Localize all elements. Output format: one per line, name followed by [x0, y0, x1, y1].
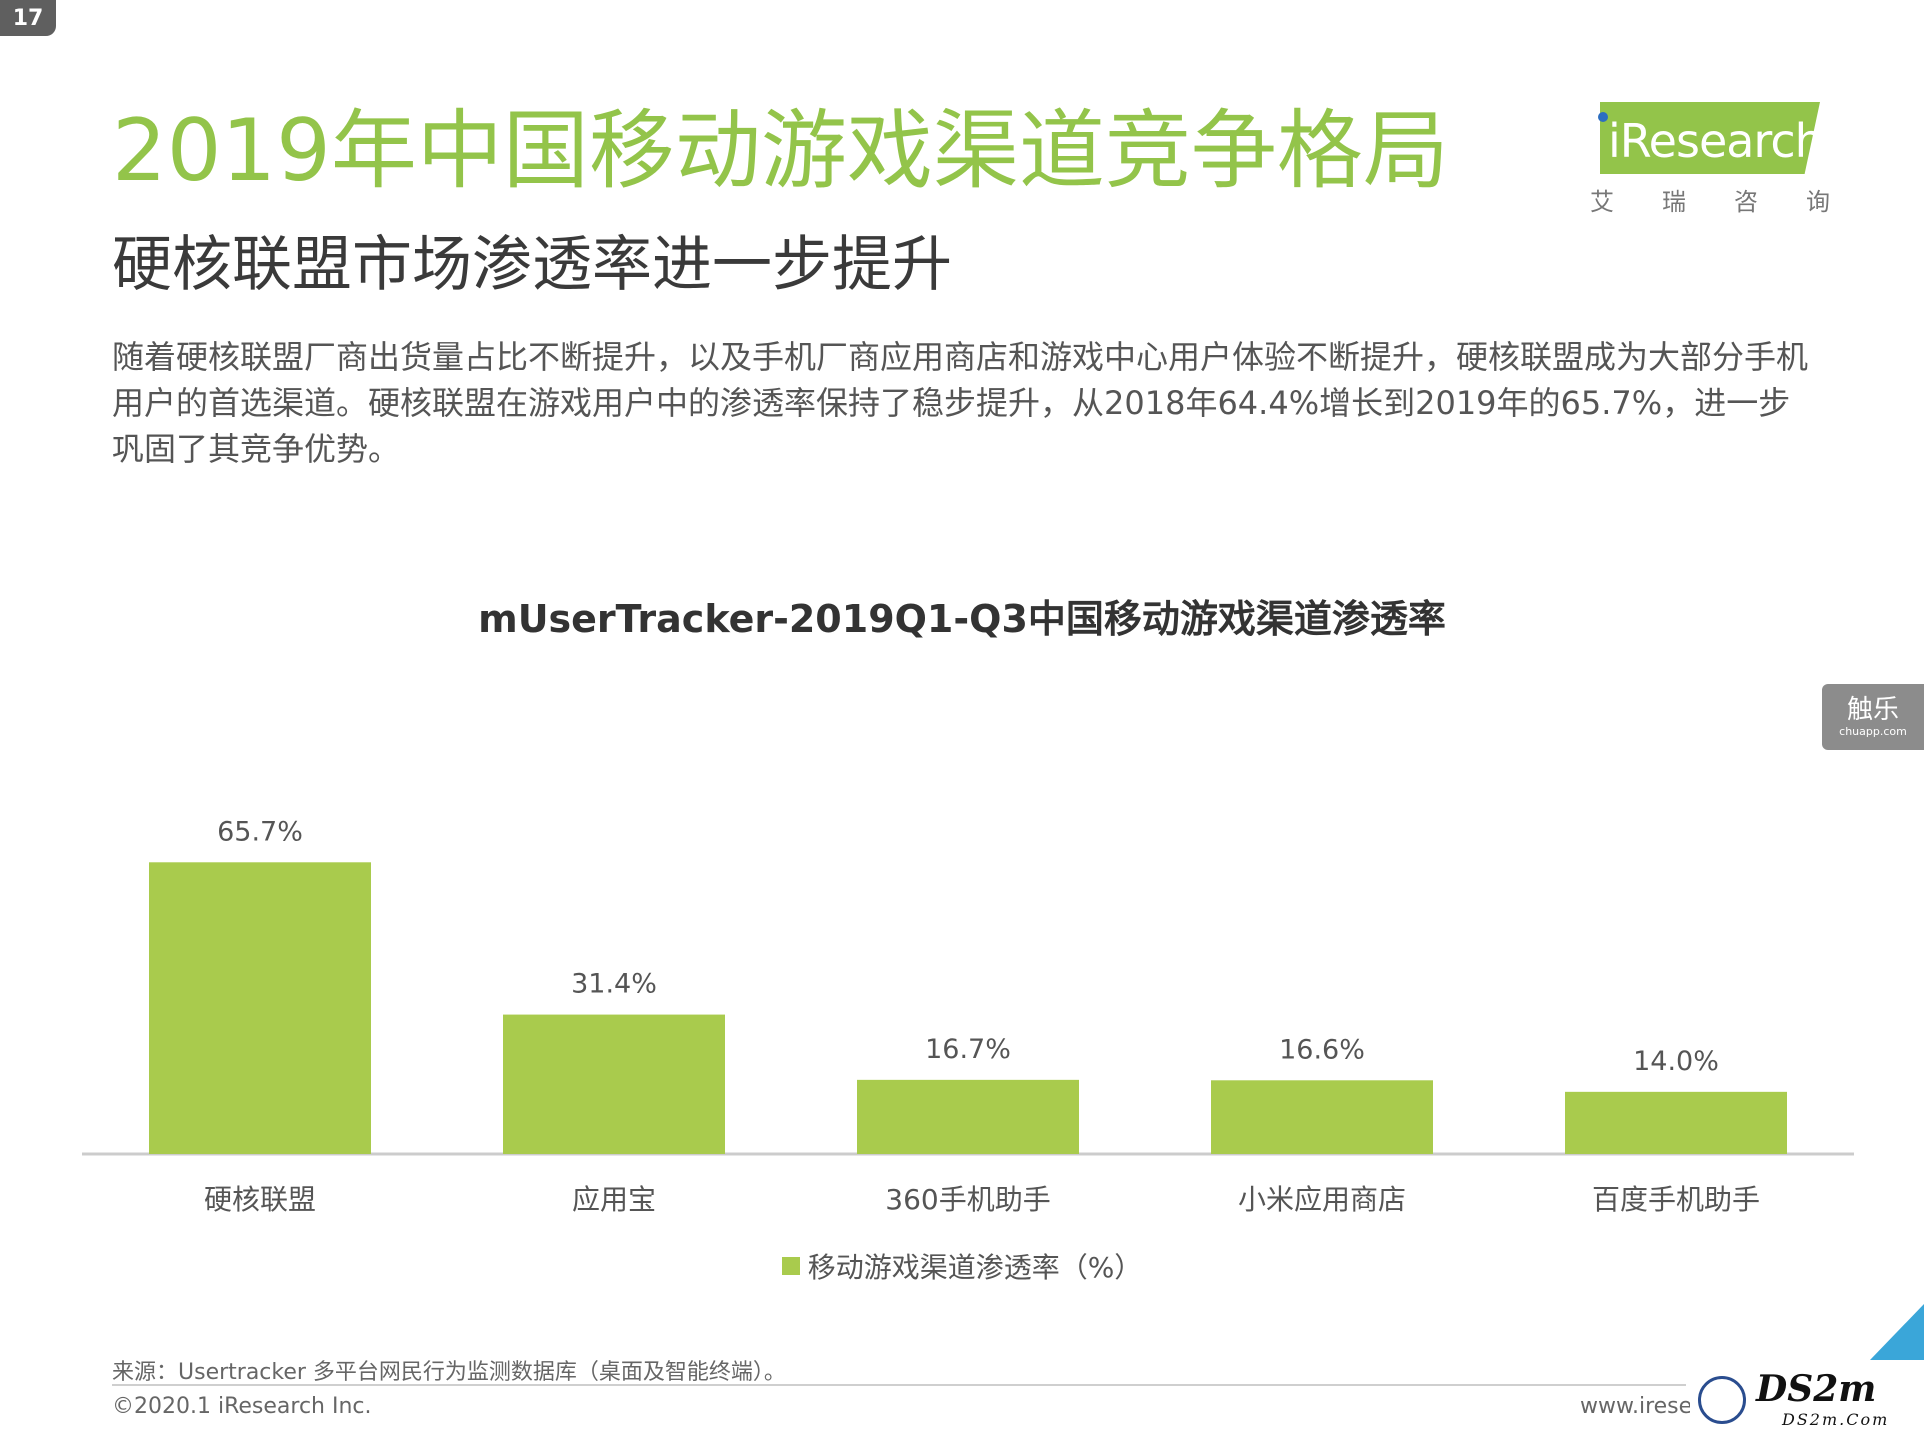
- bar: [1565, 1091, 1787, 1154]
- page-title: 2019年中国移动游戏渠道竞争格局: [112, 101, 1449, 201]
- bar: [1211, 1080, 1433, 1154]
- legend-label: 移动游戏渠道渗透率（%）: [807, 1251, 1143, 1284]
- bar: [503, 1014, 725, 1154]
- logo-i-dot: [1598, 112, 1608, 122]
- description-paragraph: 随着硬核联盟厂商出货量占比不断提升，以及手机厂商应用商店和游戏中心用户体验不断提…: [112, 338, 1809, 468]
- page-number: 17: [0, 0, 56, 36]
- watermark: DS2m DS2m.Com: [1690, 1362, 1924, 1434]
- x-tick-label: 小米应用商店: [1238, 1183, 1406, 1216]
- data-label: 14.0%: [1633, 1046, 1719, 1077]
- data-label: 65.7%: [217, 816, 303, 847]
- logo-text: iResearch: [1608, 114, 1824, 168]
- x-tick-label: 应用宝: [572, 1183, 656, 1216]
- x-tick-label: 硬核联盟: [204, 1183, 316, 1216]
- logo-subtitle: 艾 瑞 咨 询: [1590, 182, 1830, 217]
- site-url: www.irese: [1580, 1394, 1693, 1419]
- x-tick-label: 百度手机助手: [1592, 1183, 1760, 1216]
- data-label: 16.7%: [925, 1034, 1011, 1065]
- bar: [149, 862, 371, 1154]
- logo-subtitle-char: 瑞: [1662, 188, 1686, 216]
- x-tick-label: 360手机助手: [885, 1183, 1050, 1216]
- legend-swatch: [781, 1257, 800, 1275]
- side-badge-label: 触乐: [1846, 695, 1899, 725]
- iresearch-logo: iResearch 艾 瑞 咨 询: [1590, 96, 1830, 216]
- chart-title: mUserTracker-2019Q1-Q3中国移动游戏渠道渗透率: [478, 597, 1446, 641]
- logo-subtitle-char: 咨: [1734, 188, 1758, 216]
- logo-banner: [1600, 102, 1820, 174]
- page-subtitle: 硬核联盟市场渗透率进一步提升: [112, 230, 952, 300]
- watermark-text: DS2m: [1756, 1368, 1877, 1410]
- data-label: 16.6%: [1279, 1034, 1365, 1065]
- watermark-logo-icon: [1698, 1376, 1746, 1424]
- side-badge[interactable]: 触乐 chuapp.com: [1822, 684, 1924, 750]
- watermark-subtext: DS2m.Com: [1782, 1410, 1890, 1429]
- footer-divider: [112, 1384, 1686, 1386]
- source-note: 来源：Usertracker 多平台网民行为监测数据库（桌面及智能终端）。: [112, 1360, 786, 1385]
- logo-text-word: Research: [1619, 114, 1824, 168]
- data-label: 31.4%: [571, 969, 657, 1000]
- copyright: ©2020.1 iResearch Inc.: [112, 1394, 372, 1419]
- logo-subtitle-char: 询: [1806, 188, 1830, 216]
- bar: [857, 1079, 1079, 1154]
- chart-legend: 移动游戏渠道渗透率（%）: [0, 1246, 1924, 1286]
- side-badge-url: chuapp.com: [1839, 725, 1907, 738]
- logo-subtitle-char: 艾: [1590, 188, 1614, 216]
